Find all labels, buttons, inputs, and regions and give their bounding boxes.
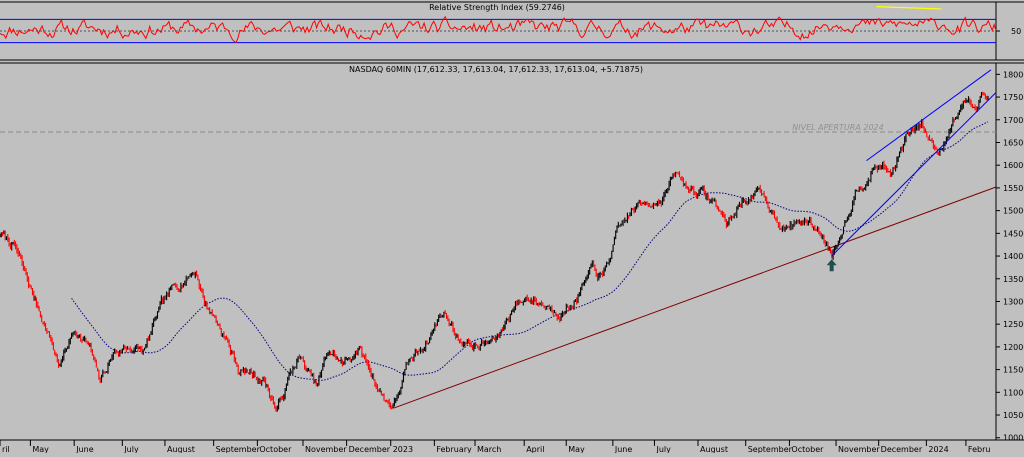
x-tick-label: March xyxy=(477,445,501,453)
x-tick-label: November xyxy=(838,445,880,453)
x-tick-label: February xyxy=(436,445,472,453)
x-tick-label: October xyxy=(259,445,292,453)
x-tick-label: April xyxy=(526,445,544,453)
x-tick-label: November xyxy=(305,445,347,453)
x-tick-label: July xyxy=(123,445,139,453)
x-tick-label: Febru xyxy=(968,445,991,453)
y-tick-label: 11500 xyxy=(1003,366,1024,375)
nivel-apertura-label: NIVEL APERTURA 2024 xyxy=(792,123,883,132)
price-y-axis: 10000 10500 11000 11500 12000 12500 13000 13500… xyxy=(996,70,1024,443)
y-tick-label: 16000 xyxy=(1003,161,1024,170)
y-tick-label: 17000 xyxy=(1003,116,1024,125)
y-tick-label: 13500 xyxy=(1003,275,1024,284)
x-tick-label: June xyxy=(614,445,633,453)
price-series xyxy=(0,91,989,412)
x-tick-label: September xyxy=(748,445,793,453)
y-tick-label: 15000 xyxy=(1003,207,1024,216)
x-tick-label: June xyxy=(75,445,94,453)
x-tick-label: July xyxy=(655,445,671,453)
channel-upper-line xyxy=(866,69,992,162)
y-tick-label: 12500 xyxy=(1003,320,1024,329)
rsi-panel: Relative Strength Index (59.2746) 50 xyxy=(0,1,1024,61)
y-tick-label: 17500 xyxy=(1003,93,1024,102)
y-tick-label: 18000 xyxy=(1003,70,1024,79)
y-tick-label: 14500 xyxy=(1003,229,1024,238)
x-tick-label: December xyxy=(349,445,391,453)
long-term-trendline xyxy=(393,186,997,409)
y-tick-label: 10000 xyxy=(1003,434,1024,443)
x-tick-label: ril xyxy=(2,445,10,453)
y-tick-label: 14000 xyxy=(1003,252,1024,261)
channel-lower-line xyxy=(831,92,997,257)
y-tick-label: 11000 xyxy=(1003,388,1024,397)
x-tick-label: 2024 xyxy=(928,445,948,453)
x-tick-label: October xyxy=(791,445,824,453)
rsi-y-axis: 50 xyxy=(996,27,1021,36)
rsi-series xyxy=(0,6,997,44)
x-tick-label: December xyxy=(881,445,923,453)
x-tick-label: May xyxy=(32,445,49,453)
y-tick-label: 13000 xyxy=(1003,297,1024,306)
x-tick-label: September xyxy=(216,445,261,453)
x-tick-label: May xyxy=(568,445,585,453)
x-tick-label: August xyxy=(167,445,195,453)
moving-average-line xyxy=(71,121,989,381)
rsi-bands xyxy=(0,18,996,44)
x-axis: ril May June July August September October Nove… xyxy=(0,440,991,454)
price-overlays-back: NIVEL APERTURA 2024 xyxy=(0,121,997,409)
y-tick-label: 10500 xyxy=(1003,411,1024,420)
x-tick-label: August xyxy=(700,445,728,453)
rsi-y-tick-label: 50 xyxy=(1011,27,1021,36)
rsi-line xyxy=(0,15,997,44)
up-arrow-icon xyxy=(826,259,837,272)
price-panel: NASDAQ 60MIN (17,612.33, 17,613.04, 17,6… xyxy=(0,62,1024,454)
y-tick-label: 15500 xyxy=(1003,184,1024,193)
price-title: NASDAQ 60MIN (17,612.33, 17,613.04, 17,6… xyxy=(349,65,643,74)
rsi-divergence-line xyxy=(876,6,942,10)
price-overlays-front xyxy=(826,69,997,272)
rsi-title: Relative Strength Index (59.2746) xyxy=(429,3,565,12)
y-tick-label: 16500 xyxy=(1003,138,1024,147)
x-tick-label: 2023 xyxy=(393,445,413,453)
y-tick-label: 12000 xyxy=(1003,343,1024,352)
